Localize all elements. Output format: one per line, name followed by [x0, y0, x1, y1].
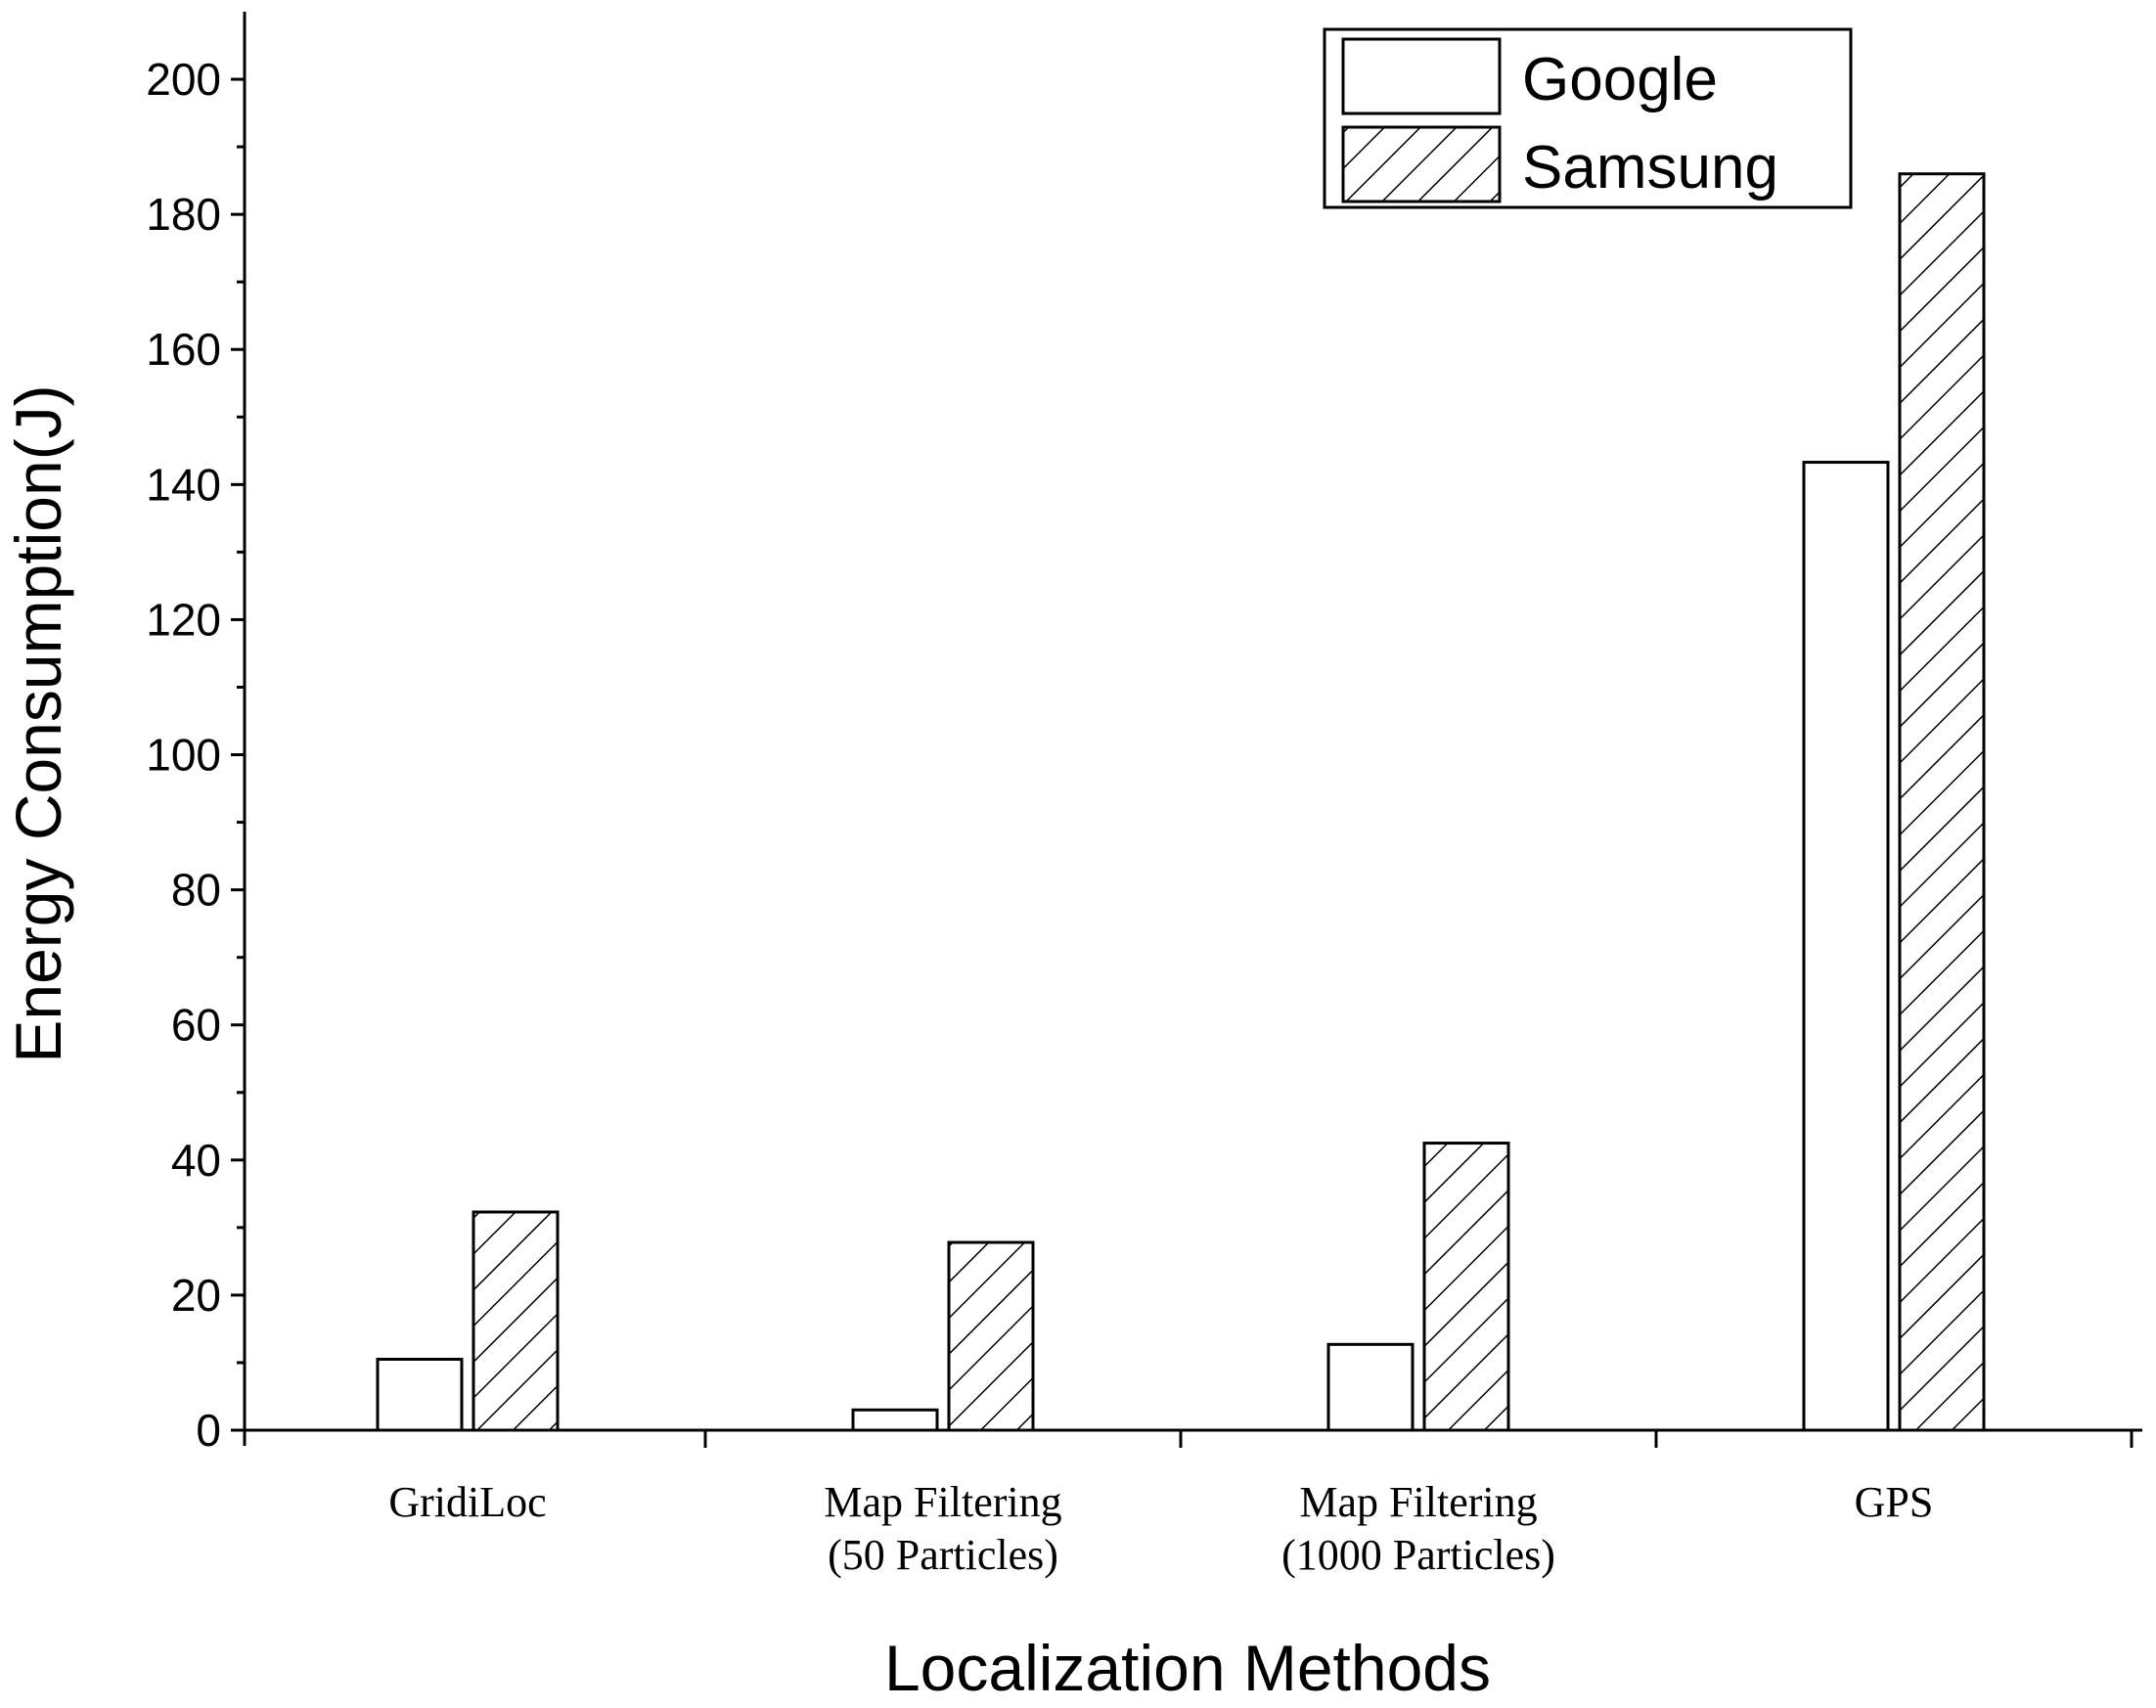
- y-tick-label: 0: [196, 1405, 221, 1456]
- y-tick-label: 120: [146, 594, 221, 645]
- x-tick-label: Map Filtering: [1299, 1478, 1537, 1526]
- legend: Google Samsung: [1323, 27, 1853, 209]
- bar-samsung: [1422, 1142, 1510, 1432]
- y-tick-label: 200: [146, 54, 221, 105]
- y-tick-label: 180: [146, 189, 221, 240]
- y-tick-label: 100: [146, 730, 221, 781]
- x-tick-label: GridiLoc: [388, 1478, 546, 1526]
- legend-label-samsung: Samsung: [1522, 134, 1778, 202]
- legend-swatch-samsung: [1341, 125, 1502, 203]
- y-tick-label: 60: [171, 1000, 221, 1051]
- x-tick-label: Map Filtering: [824, 1478, 1061, 1526]
- legend-label-google: Google: [1522, 46, 1718, 113]
- x-tick-label: GPS: [1855, 1478, 1934, 1526]
- y-tick-label: 40: [171, 1135, 221, 1186]
- bar-google: [1326, 1342, 1415, 1432]
- legend-swatch-google: [1341, 37, 1502, 115]
- bar-google: [376, 1358, 464, 1432]
- bar-google: [1802, 461, 1890, 1432]
- bar-samsung: [472, 1210, 560, 1432]
- x-axis-title: Localization Methods: [884, 1632, 1491, 1704]
- y-axis: 0 20 40 60 80 100 120 140 160 180 200: [146, 12, 247, 1456]
- bar-samsung: [947, 1240, 1035, 1432]
- x-axis: GridiLoc Map Filtering (50 Particles) Map F…: [245, 1428, 2142, 1579]
- bar-samsung: [1898, 172, 1986, 1432]
- y-tick-label: 140: [146, 459, 221, 510]
- bars: [376, 172, 1986, 1432]
- bar-google: [851, 1408, 939, 1432]
- x-tick-label: (50 Particles): [828, 1531, 1058, 1579]
- x-tick-label: (1000 Particles): [1281, 1531, 1555, 1579]
- y-axis-title: Energy Consumption(J): [2, 384, 74, 1062]
- y-tick-label: 80: [171, 865, 221, 916]
- y-tick-label: 160: [146, 324, 221, 375]
- y-tick-label: 20: [171, 1270, 221, 1321]
